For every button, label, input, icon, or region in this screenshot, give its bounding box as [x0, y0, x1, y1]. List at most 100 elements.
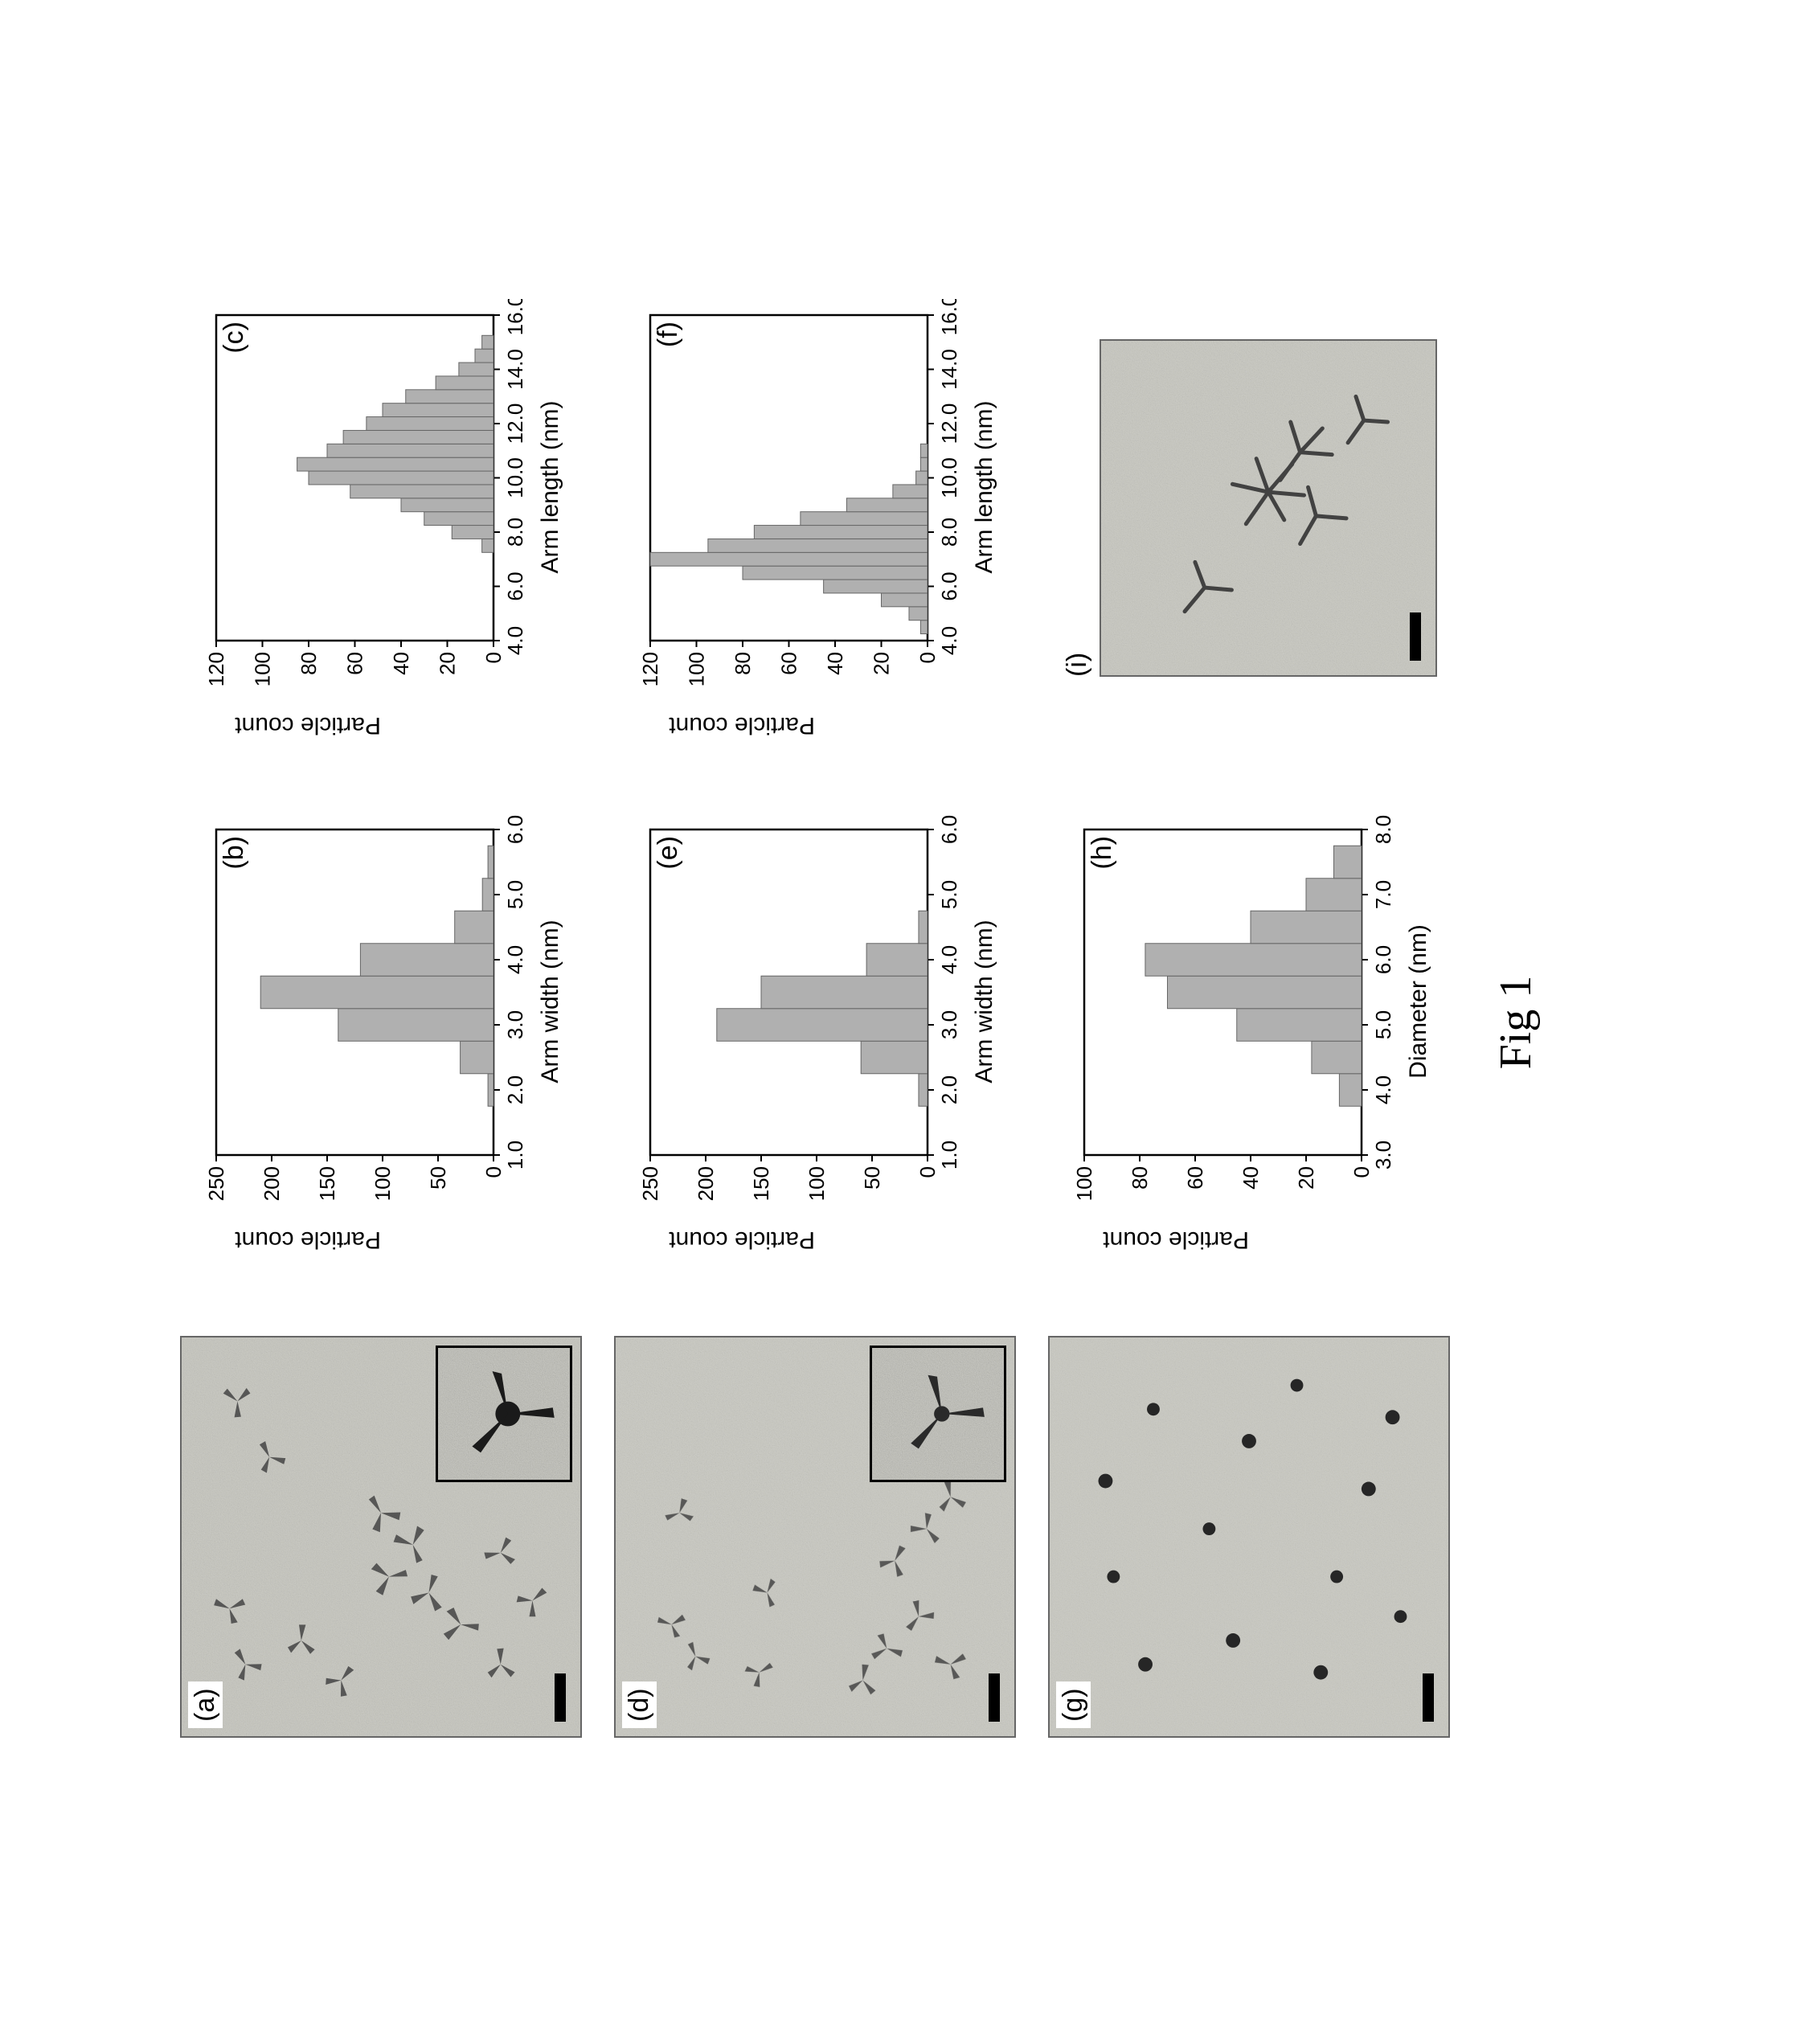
panel-grid: (a) 0501001502002501.02.03.04.05.06.0: [180, 283, 1450, 1762]
svg-text:250: 250: [638, 1166, 662, 1201]
panel-b-xlabel: Arm width (nm): [537, 920, 564, 1083]
svg-text:2.0: 2.0: [937, 1075, 961, 1104]
svg-text:80: 80: [731, 652, 755, 675]
svg-text:8.0: 8.0: [1371, 814, 1395, 843]
svg-text:40: 40: [1239, 1166, 1263, 1190]
panel-h-chart: 0204060801003.04.05.06.07.08.0 Particle …: [1072, 813, 1426, 1231]
svg-text:4.0: 4.0: [503, 625, 527, 654]
svg-text:150: 150: [749, 1166, 773, 1201]
figure-caption: Fig 1: [1490, 975, 1542, 1069]
panel-e-ylabel: Particle count: [669, 1226, 815, 1253]
panel-d-inset: [870, 1346, 1006, 1482]
svg-text:100: 100: [805, 1166, 829, 1201]
svg-text:0: 0: [481, 1166, 506, 1178]
svg-text:4.0: 4.0: [937, 944, 961, 973]
panel-c-xlabel: Arm length (nm): [537, 400, 564, 573]
panel-h-letter: (h): [1087, 836, 1118, 870]
svg-text:4.0: 4.0: [937, 625, 961, 654]
svg-text:1.0: 1.0: [937, 1140, 961, 1169]
svg-text:0: 0: [1349, 1166, 1374, 1178]
svg-text:20: 20: [435, 652, 459, 675]
svg-text:12.0: 12.0: [937, 403, 961, 444]
svg-text:200: 200: [694, 1166, 718, 1201]
tem-image-i: [1100, 341, 1435, 675]
svg-text:0: 0: [915, 1166, 940, 1178]
svg-text:6.0: 6.0: [503, 814, 527, 843]
svg-text:20: 20: [869, 652, 893, 675]
figure-1: (a) 0501001502002501.02.03.04.05.06.0: [180, 138, 1627, 1907]
panel-a-letter: (a): [188, 1681, 223, 1728]
svg-text:4.0: 4.0: [1371, 1075, 1395, 1104]
svg-text:8.0: 8.0: [503, 517, 527, 546]
svg-text:6.0: 6.0: [937, 571, 961, 600]
panel-h-ylabel: Particle count: [1103, 1226, 1249, 1253]
svg-text:14.0: 14.0: [503, 349, 527, 390]
panel-f-letter: (f): [653, 322, 684, 347]
svg-text:100: 100: [371, 1166, 395, 1201]
panel-i-scalebar: [1409, 612, 1420, 661]
panel-g-letter: (g): [1056, 1681, 1091, 1728]
svg-text:120: 120: [638, 652, 662, 686]
svg-text:3.0: 3.0: [1371, 1140, 1395, 1169]
svg-text:100: 100: [1072, 1166, 1096, 1201]
svg-text:2.0: 2.0: [503, 1075, 527, 1104]
panel-a-tem: (a): [180, 1336, 582, 1738]
panel-i-letter: (i): [1061, 652, 1092, 676]
svg-text:60: 60: [342, 652, 367, 675]
panel-e-letter: (e): [653, 836, 684, 870]
panel-g-tem: (g): [1048, 1336, 1450, 1738]
panel-a-inset: [436, 1346, 572, 1482]
panel-b-ylabel: Particle count: [235, 1226, 381, 1253]
svg-text:200: 200: [260, 1166, 284, 1201]
svg-text:120: 120: [204, 652, 228, 686]
svg-text:50: 50: [426, 1166, 450, 1190]
panel-c-chart: 0 20 40 60 80 100 120 4.0 6.0 8.0 10.0 12.0 14.0 16.0…: [204, 299, 558, 717]
panel-e-xlabel: Arm width (nm): [971, 920, 998, 1083]
svg-text:10.0: 10.0: [503, 457, 527, 498]
svg-text:40: 40: [823, 652, 847, 675]
svg-text:6.0: 6.0: [503, 571, 527, 600]
svg-text:6.0: 6.0: [937, 814, 961, 843]
svg-text:150: 150: [315, 1166, 339, 1201]
panel-c-letter: (c): [219, 322, 250, 354]
svg-text:8.0: 8.0: [937, 517, 961, 546]
svg-text:4.0: 4.0: [503, 944, 527, 973]
panel-f-ylabel: Particle count: [669, 711, 815, 739]
svg-text:10.0: 10.0: [937, 457, 961, 498]
svg-text:6.0: 6.0: [1371, 944, 1395, 973]
svg-text:12.0: 12.0: [503, 403, 527, 444]
svg-text:80: 80: [1128, 1166, 1152, 1190]
svg-text:7.0: 7.0: [1371, 879, 1395, 908]
svg-text:3.0: 3.0: [503, 1010, 527, 1038]
panel-c-ylabel: Particle count: [235, 711, 381, 739]
panel-i-tem: [1099, 339, 1436, 677]
svg-text:14.0: 14.0: [937, 349, 961, 390]
svg-text:20: 20: [1294, 1166, 1318, 1190]
svg-text:0: 0: [915, 652, 940, 663]
svg-text:100: 100: [250, 652, 274, 686]
panel-b-letter: (b): [219, 836, 250, 870]
panel-f-chart: 0 20 40 60 80 100 120 4.0 6.0 8.0 10.0 12.0 14.0 16.0…: [638, 299, 992, 717]
svg-text:5.0: 5.0: [503, 879, 527, 908]
svg-text:3.0: 3.0: [937, 1010, 961, 1038]
svg-text:250: 250: [204, 1166, 228, 1201]
panel-a-scalebar: [555, 1673, 566, 1722]
svg-text:1.0: 1.0: [503, 1140, 527, 1169]
svg-text:100: 100: [684, 652, 708, 686]
svg-text:5.0: 5.0: [1371, 1010, 1395, 1038]
panel-g-scalebar: [1423, 1673, 1434, 1722]
svg-text:60: 60: [776, 652, 801, 675]
svg-text:16.0: 16.0: [503, 299, 527, 335]
panel-d-tem: (d): [614, 1336, 1016, 1738]
panel-f-xlabel: Arm length (nm): [971, 400, 998, 573]
svg-text:60: 60: [1183, 1166, 1207, 1190]
tem-image-g: [1050, 1337, 1448, 1736]
panel-b-chart: 0501001502002501.02.03.04.05.06.0 Partic…: [204, 813, 558, 1231]
panel-d-scalebar: [989, 1673, 1000, 1722]
svg-text:16.0: 16.0: [937, 299, 961, 335]
panel-d-letter: (d): [622, 1681, 657, 1728]
svg-text:0: 0: [481, 652, 506, 663]
svg-text:40: 40: [389, 652, 413, 675]
svg-text:5.0: 5.0: [937, 879, 961, 908]
svg-text:80: 80: [297, 652, 321, 675]
